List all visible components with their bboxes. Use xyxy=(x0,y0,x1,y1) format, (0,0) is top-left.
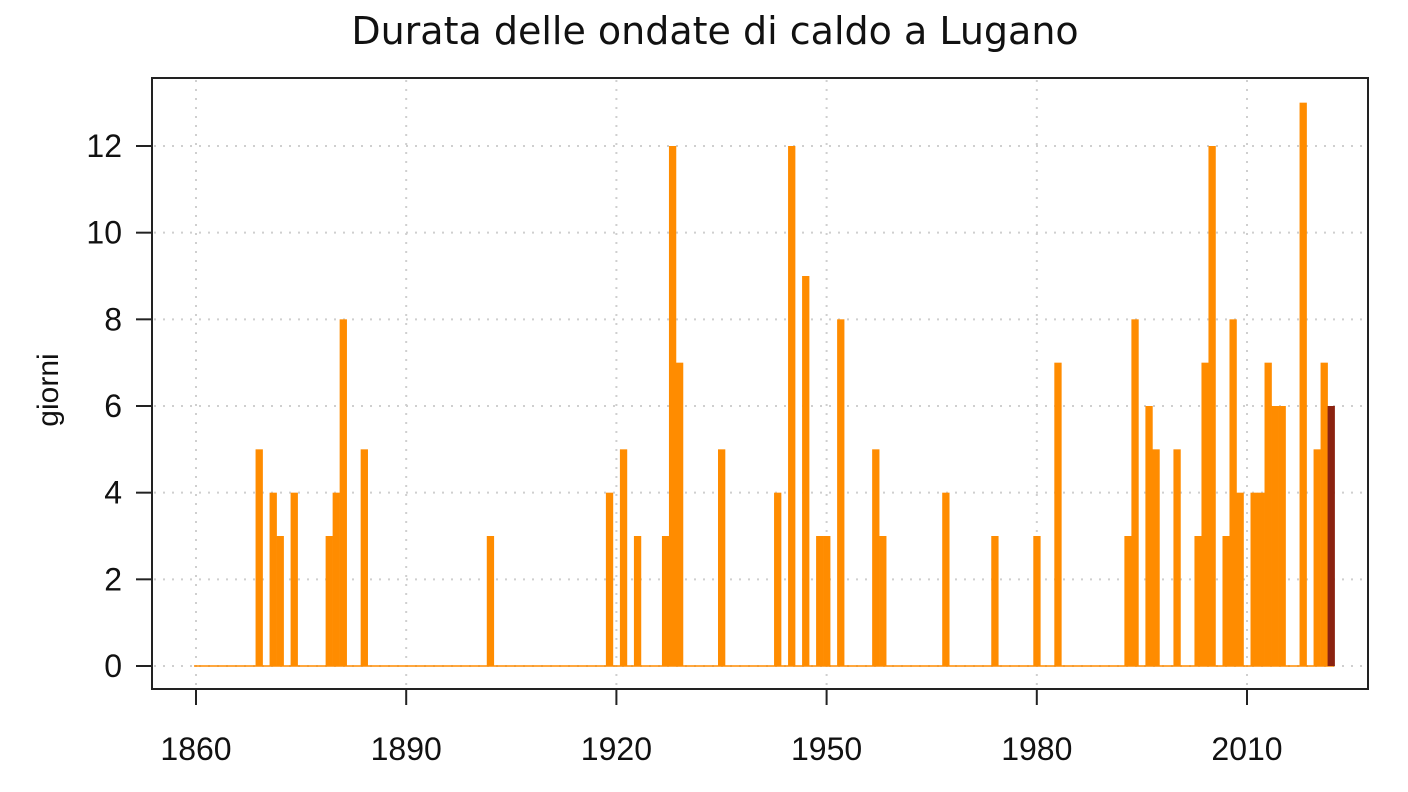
bar-2004 xyxy=(1201,362,1209,666)
bar-2008 xyxy=(1229,319,1237,666)
y-axis-label: giorni xyxy=(32,353,65,426)
bar-2022 xyxy=(1327,406,1335,666)
bar-2007 xyxy=(1222,536,1230,666)
bar-1943 xyxy=(774,492,782,666)
bar-2014 xyxy=(1271,406,1279,666)
x-tick-label-1860: 1860 xyxy=(160,731,231,767)
bar-2003 xyxy=(1194,536,1202,666)
plot-frame xyxy=(151,77,1369,690)
bar-1949 xyxy=(816,536,824,666)
y-tick-label-0: 0 xyxy=(104,648,122,684)
bar-1952 xyxy=(837,319,845,666)
bar-1869 xyxy=(255,449,263,666)
bar-2021 xyxy=(1320,362,1328,666)
bar-1974 xyxy=(991,536,999,666)
bar-1923 xyxy=(633,536,642,666)
bar-1993 xyxy=(1124,536,1132,666)
bar-2005 xyxy=(1208,146,1216,666)
bar-1927 xyxy=(661,536,670,666)
bar-1919 xyxy=(605,492,614,666)
y-tick-label-8: 8 xyxy=(104,301,122,337)
bar-1994 xyxy=(1131,319,1139,666)
bar-1884 xyxy=(360,449,368,666)
bar-1902 xyxy=(486,536,495,666)
x-tick-label-1950: 1950 xyxy=(791,731,862,767)
bar-2009 xyxy=(1236,492,1244,666)
bar-1996 xyxy=(1145,406,1153,666)
bar-2015 xyxy=(1278,406,1286,666)
bar-1997 xyxy=(1152,449,1160,666)
bar-2012 xyxy=(1257,492,1265,666)
bar-2000 xyxy=(1173,449,1181,666)
bar-1957 xyxy=(872,449,880,666)
bar-1929 xyxy=(675,362,684,666)
x-tick-label-1920: 1920 xyxy=(581,731,652,767)
bar-1874 xyxy=(290,492,298,666)
bar-2018 xyxy=(1299,102,1307,667)
x-tick-label-1980: 1980 xyxy=(1001,731,1072,767)
bar-1928 xyxy=(668,146,677,666)
bar-1880 xyxy=(332,492,340,666)
y-tick-label-10: 10 xyxy=(86,215,122,251)
y-tick-label-12: 12 xyxy=(86,128,122,164)
bar-1879 xyxy=(325,536,333,666)
chart-title: Durata delle ondate di caldo a Lugano xyxy=(351,9,1078,53)
bar-1881 xyxy=(339,319,347,666)
bar-2020 xyxy=(1313,449,1321,666)
bar-2011 xyxy=(1250,492,1258,666)
bar-1980 xyxy=(1033,536,1041,666)
bar-1983 xyxy=(1054,362,1062,666)
bar-2013 xyxy=(1264,362,1272,666)
bar-series xyxy=(194,102,1335,667)
y-tick-label-6: 6 xyxy=(104,388,122,424)
y-axis: 0 2 4 6 8 10 12 xyxy=(86,128,152,684)
bar-1967 xyxy=(942,492,950,666)
bar-1935 xyxy=(718,449,726,666)
y-tick-label-2: 2 xyxy=(104,561,122,597)
y-tick-label-4: 4 xyxy=(104,475,122,511)
x-axis: 1860 1890 1920 1950 1980 2010 xyxy=(160,689,1283,767)
bar-1945 xyxy=(788,146,796,666)
bar-1871 xyxy=(269,492,277,666)
x-tick-label-2010: 2010 xyxy=(1211,731,1282,767)
bar-1947 xyxy=(802,276,810,666)
x-tick-label-1890: 1890 xyxy=(371,731,442,767)
bar-1872 xyxy=(276,536,284,666)
bar-1950 xyxy=(823,536,831,666)
bar-1921 xyxy=(619,449,628,666)
bar-1958 xyxy=(879,536,887,666)
